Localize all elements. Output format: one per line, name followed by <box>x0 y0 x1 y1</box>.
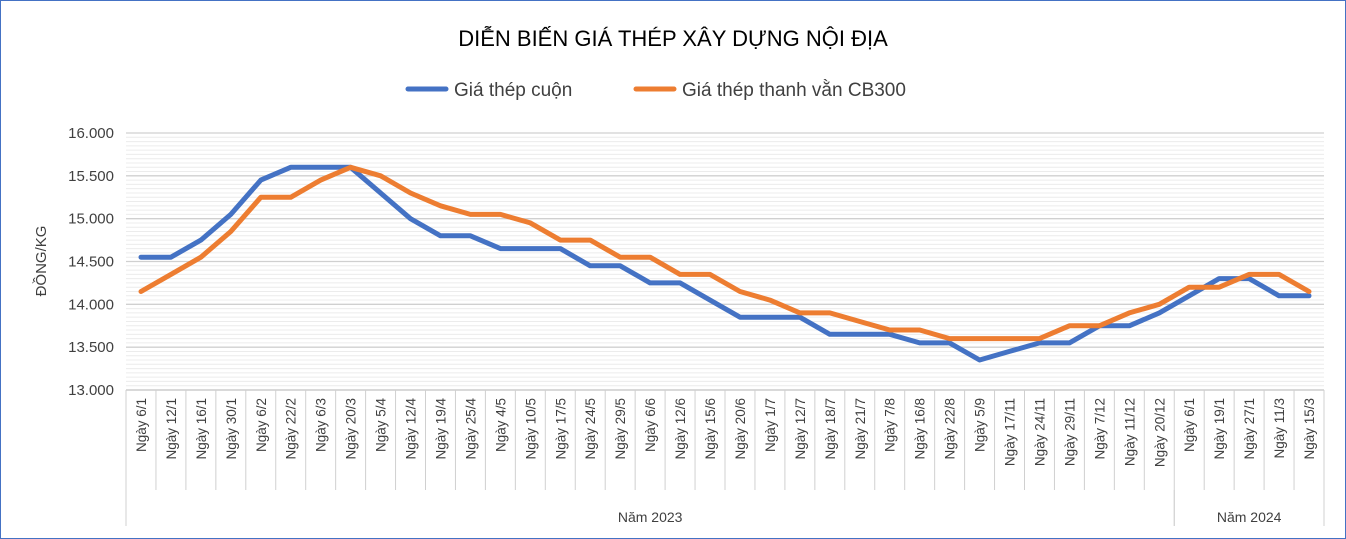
x-axis: Ngày 6/1 Ngày 12/1 Ngày 16/1 Ngày 30/1 Ngày … <box>125 389 1325 526</box>
x-tick-label: Ngày 10/5 <box>523 398 538 460</box>
x-tick-label: Ngày 12/7 <box>793 398 808 460</box>
x-tick-label: Ngày 17/5 <box>553 398 568 460</box>
x-tick-label: Ngày 6/3 <box>314 398 329 452</box>
y-axis: 13.000 13.500 14.000 14.500 15.000 15.500 16.0… <box>68 125 114 399</box>
x-tick-label: Ngày 6/1 <box>1182 398 1197 452</box>
x-tick-label: Ngày 24/5 <box>583 398 598 460</box>
x-tick-label: Ngày 22/2 <box>284 398 299 460</box>
x-tick-label: Ngày 29/11 <box>1062 398 1077 466</box>
x-tick-label: Ngày 6/2 <box>254 398 269 452</box>
x-tick-label: Ngày 18/7 <box>823 398 838 460</box>
y-tick-label: 14.500 <box>68 254 114 271</box>
x-tick-label: Ngày 21/7 <box>853 398 868 460</box>
x-tick-label: Ngày 11/3 <box>1272 398 1287 459</box>
series-lines <box>138 164 1312 363</box>
x-tick-label: Ngày 16/1 <box>194 398 209 460</box>
y-tick-label: 13.500 <box>68 339 114 356</box>
y-tick-label: 15.000 <box>68 211 114 228</box>
y-tick-label: 14.000 <box>68 296 114 313</box>
x-tick-label: Ngày 20/6 <box>733 398 748 460</box>
x-tick-label: Ngày 5/4 <box>374 398 389 453</box>
group-label: Năm 2024 <box>1217 509 1282 525</box>
legend-label: Giá thép cuộn <box>454 80 572 101</box>
x-tick-label: Ngày 12/1 <box>164 398 179 460</box>
x-tick-label: Ngày 16/8 <box>913 398 928 460</box>
x-tick-label: Ngày 22/8 <box>943 398 958 460</box>
x-tick-label: Ngày 6/1 <box>134 398 149 452</box>
x-tick-label: Ngày 19/4 <box>433 398 448 460</box>
y-tick-label: 15.500 <box>68 168 114 185</box>
series-line-2 <box>138 164 1312 342</box>
y-axis-label: ĐỒNG/KG <box>32 226 50 297</box>
legend-label: Giá thép thanh vằn CB300 <box>682 79 906 101</box>
x-tick-label: Ngày 29/5 <box>613 398 628 460</box>
x-tick-label: Ngày 7/12 <box>1092 398 1107 460</box>
x-tick-label: Ngày 7/8 <box>883 398 898 452</box>
x-tick-label: Ngày 24/11 <box>1032 398 1047 466</box>
legend: Giá thép cuộn Giá thép thanh vằn CB300 <box>405 79 906 101</box>
x-tick-label: Ngày 6/6 <box>643 398 658 452</box>
group-label: Năm 2023 <box>618 509 683 525</box>
x-tick-label: Ngày 17/11 <box>1003 398 1018 466</box>
x-tick-label: Ngày 11/12 <box>1122 398 1137 466</box>
x-tick-label: Ngày 27/1 <box>1242 398 1257 460</box>
x-tick-label: Ngày 12/4 <box>404 398 419 460</box>
y-tick-label: 16.000 <box>68 125 114 142</box>
x-tick-label: Ngày 25/4 <box>463 398 478 460</box>
chart-title: DIỄN BIẾN GIÁ THÉP XÂY DỰNG NỘI ĐỊA <box>458 25 888 51</box>
x-tick-label: Ngày 12/6 <box>673 398 688 460</box>
x-tick-label: Ngày 5/9 <box>973 398 988 452</box>
x-tick-label: Ngày 19/1 <box>1212 398 1227 460</box>
x-tick-label: Ngày 20/3 <box>344 398 359 460</box>
y-tick-label: 13.000 <box>68 382 114 399</box>
x-tick-label: Ngày 30/1 <box>224 398 239 460</box>
x-tick-label: Ngày 15/3 <box>1302 398 1317 460</box>
series-line-1 <box>138 164 1312 363</box>
x-tick-label: Ngày 4/5 <box>493 398 508 452</box>
x-tick-label: Ngày 1/7 <box>763 398 778 452</box>
x-tick-label: Ngày 15/6 <box>703 398 718 460</box>
x-tick-label: Ngày 20/12 <box>1152 398 1167 467</box>
gridlines <box>126 132 1324 391</box>
